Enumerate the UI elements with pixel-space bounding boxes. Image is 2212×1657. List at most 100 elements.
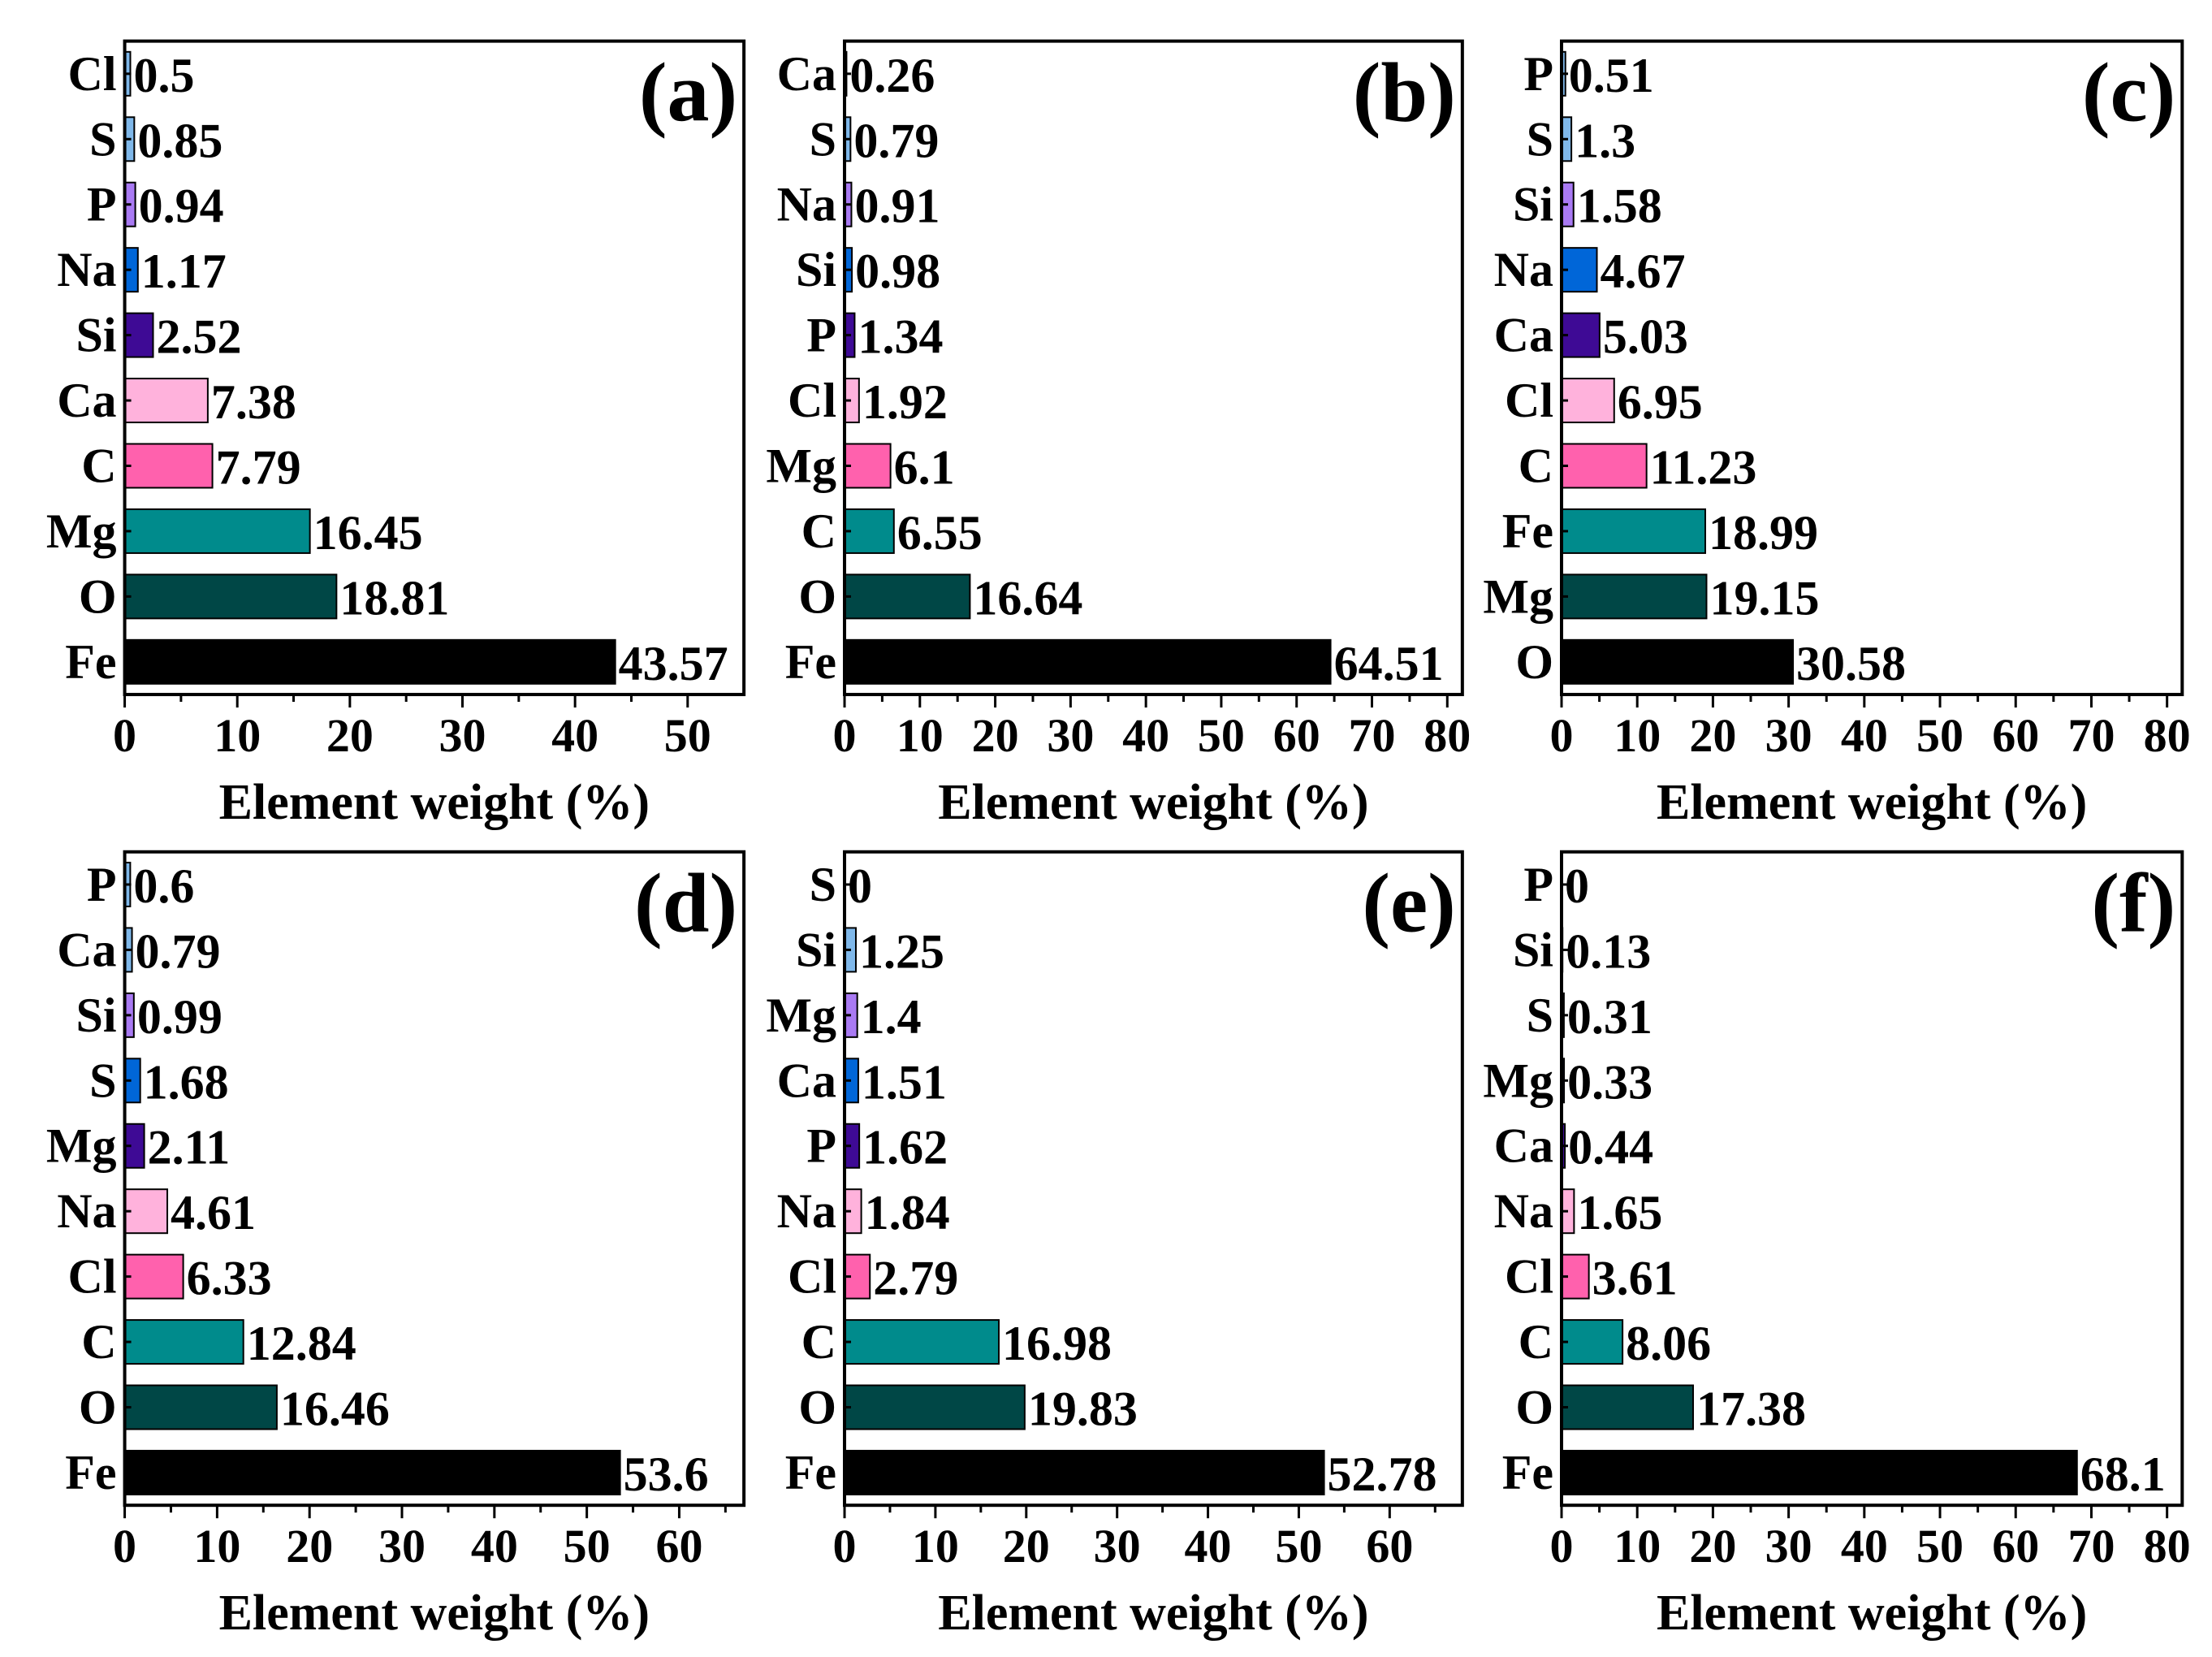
- value-label: 19.15: [1709, 571, 1819, 625]
- bar-c: [844, 1319, 1000, 1365]
- category-label: Na: [777, 178, 836, 231]
- x-tick-label: 30: [439, 709, 486, 762]
- value-label: 0.51: [1569, 49, 1654, 102]
- value-label: 1.62: [862, 1121, 948, 1175]
- value-label: 18.99: [1709, 506, 1818, 560]
- value-label: 43.57: [619, 637, 728, 690]
- category-label: Si: [1513, 923, 1553, 976]
- bar-o: [1560, 638, 1795, 685]
- value-label: 17.38: [1696, 1382, 1806, 1436]
- x-tick-label: 50: [1916, 709, 1964, 762]
- category-label: Ca: [777, 1053, 836, 1107]
- category-label: P: [806, 1119, 836, 1173]
- x-tick-label: 30: [1094, 1520, 1141, 1573]
- category-label: Si: [76, 989, 117, 1042]
- category-label: S: [89, 112, 116, 166]
- plot-frame: [843, 850, 1464, 1508]
- category-label: P: [806, 309, 836, 362]
- plot-frame: [843, 39, 1464, 697]
- value-label: 2.79: [873, 1252, 958, 1305]
- category-label: O: [79, 569, 117, 623]
- value-label: 12.84: [247, 1317, 356, 1370]
- category-label: S: [89, 1053, 116, 1107]
- bar-fe: [1560, 508, 1706, 554]
- x-tick-label: 30: [378, 1520, 426, 1573]
- x-tick-label: 0: [833, 709, 857, 762]
- value-label: 4.61: [171, 1186, 256, 1240]
- x-tick-label: 20: [1689, 709, 1736, 762]
- bar-cl: [1560, 378, 1615, 424]
- x-tick-label: 0: [1549, 709, 1573, 762]
- chart-panel-5: Fe 52.78 O 19.83 C 16.98 Cl 2.79 Na 1.84 P 1.62 Ca 1.…: [766, 850, 1464, 1641]
- x-tick-label: 10: [1614, 1520, 1661, 1573]
- bar-c: [123, 443, 214, 489]
- category-label: Na: [777, 1184, 836, 1238]
- value-label: 0.85: [137, 114, 222, 167]
- panel-label: (d): [634, 857, 737, 950]
- x-tick-label: 70: [2067, 709, 2115, 762]
- x-tick-label: 10: [193, 1520, 240, 1573]
- value-label: 53.6: [624, 1447, 709, 1501]
- x-tick-label: 10: [912, 1520, 959, 1573]
- category-label: O: [1515, 1381, 1553, 1434]
- category-label: Fe: [1502, 504, 1553, 558]
- x-tick-label: 50: [1916, 1520, 1964, 1573]
- value-label: 0.98: [855, 244, 940, 298]
- value-label: 6.55: [897, 506, 983, 560]
- value-label: 68.1: [2080, 1447, 2166, 1501]
- bar-o: [123, 573, 338, 620]
- value-label: 16.45: [313, 506, 423, 560]
- x-tick-label: 40: [1185, 1520, 1232, 1573]
- value-label: 1.4: [861, 990, 922, 1044]
- bar-o: [123, 1384, 278, 1430]
- category-label: P: [87, 858, 117, 911]
- category-label: Mg: [1483, 569, 1553, 623]
- category-label: Ca: [57, 923, 116, 976]
- value-label: 0.31: [1567, 990, 1653, 1044]
- x-tick-label: 20: [972, 709, 1019, 762]
- x-tick-label: 0: [833, 1520, 857, 1573]
- value-label: 1.58: [1577, 180, 1662, 233]
- category-label: Fe: [1502, 1446, 1553, 1499]
- value-label: 1.51: [862, 1055, 947, 1109]
- bar-fe: [844, 1449, 1325, 1495]
- chart-panel-1: Fe 43.57 O 18.81 Mg 16.45 C 7.79 Ca 7.38 Si 2.52 Na 1…: [46, 39, 746, 830]
- value-label: 64.51: [1334, 637, 1444, 690]
- x-tick-label: 20: [1689, 1520, 1736, 1573]
- value-label: 7.38: [211, 375, 296, 429]
- bar-fe: [1560, 1449, 2078, 1495]
- value-label: 16.46: [280, 1382, 390, 1436]
- bar-fe: [123, 638, 616, 685]
- category-label: Cl: [68, 47, 117, 101]
- plot-frame: [1559, 39, 2184, 697]
- value-label: 0: [848, 859, 872, 913]
- x-tick-label: 80: [2144, 709, 2191, 762]
- x-axis-title: Element weight (%): [1657, 1586, 2087, 1641]
- bar-fe: [123, 1449, 621, 1495]
- value-label: 19.83: [1028, 1382, 1138, 1436]
- x-tick-label: 30: [1765, 1520, 1812, 1573]
- bar-fe: [844, 638, 1332, 685]
- x-tick-label: 10: [896, 709, 944, 762]
- x-tick-label: 60: [1273, 709, 1320, 762]
- category-label: Na: [57, 1184, 116, 1238]
- category-label: S: [1527, 112, 1553, 166]
- category-label: Mg: [766, 989, 836, 1042]
- bar-ca: [123, 378, 209, 424]
- x-tick-label: 50: [1198, 709, 1245, 762]
- category-label: Na: [57, 243, 116, 296]
- value-label: 6.33: [187, 1252, 272, 1305]
- x-axis-title: Element weight (%): [938, 1586, 1368, 1641]
- value-label: 18.81: [339, 571, 449, 625]
- value-label: 30.58: [1796, 637, 1906, 690]
- value-label: 0.91: [854, 180, 940, 233]
- category-label: Si: [796, 923, 836, 976]
- category-label: Ca: [57, 374, 116, 427]
- x-tick-label: 40: [1841, 1520, 1888, 1573]
- x-tick-label: 40: [471, 1520, 518, 1573]
- value-label: 0.99: [137, 990, 222, 1044]
- value-label: 1.92: [862, 375, 948, 429]
- value-label: 0.94: [139, 180, 224, 233]
